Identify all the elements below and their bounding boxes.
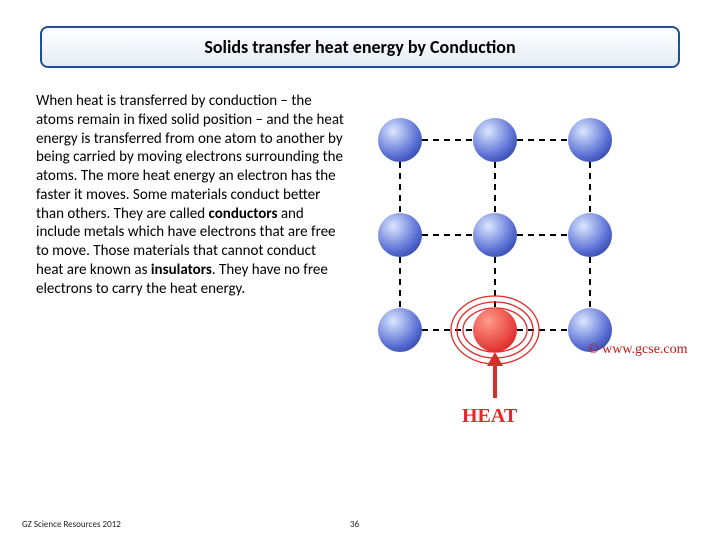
- page-title: Solids transfer heat energy by Conductio…: [204, 36, 515, 58]
- body-paragraph: When heat is transferred by conduction –…: [36, 92, 346, 298]
- conduction-diagram: HEAT © www.gcse.com: [360, 110, 700, 440]
- diagram-copyright: © www.gcse.com: [588, 342, 688, 358]
- page-number: 36: [350, 519, 359, 530]
- lattice-svg: [360, 110, 700, 440]
- footer-source: GZ Science Resources 2012: [22, 519, 121, 530]
- title-box: Solids transfer heat energy by Conductio…: [40, 26, 680, 68]
- heat-label: HEAT: [462, 405, 517, 428]
